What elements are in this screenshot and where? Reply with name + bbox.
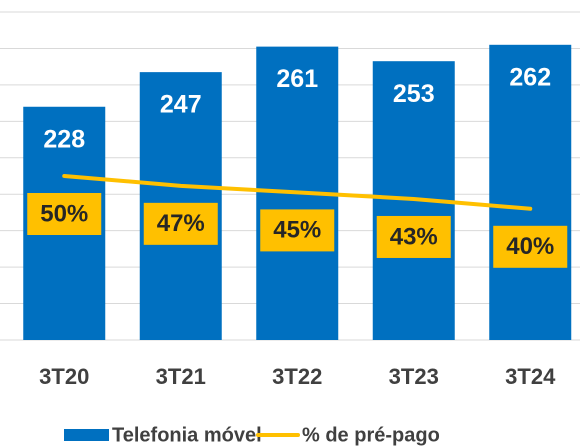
value-label-box bbox=[27, 193, 102, 235]
line-value-label: 45% bbox=[273, 217, 321, 244]
legend-label: Telefonia móvel bbox=[112, 424, 262, 446]
bar-value-label: 228 bbox=[43, 125, 85, 153]
legend-swatch bbox=[64, 429, 109, 441]
bar-value-label: 261 bbox=[276, 65, 318, 93]
value-label-box bbox=[260, 209, 335, 252]
x-tick-label: 3T22 bbox=[272, 364, 322, 389]
line-value-label: 40% bbox=[506, 233, 554, 260]
line-value-label: 43% bbox=[390, 223, 438, 250]
value-label-box bbox=[143, 202, 218, 245]
line-value-label: 47% bbox=[157, 210, 205, 237]
line bbox=[62, 174, 533, 211]
bar bbox=[489, 44, 572, 341]
value-label-box bbox=[493, 225, 568, 268]
x-tick-label: 3T21 bbox=[156, 364, 206, 389]
bar-value-label: 262 bbox=[509, 63, 551, 91]
line-value-label: 50% bbox=[40, 200, 88, 227]
x-tick-label: 3T20 bbox=[39, 364, 89, 389]
bar-value-label: 253 bbox=[393, 80, 435, 108]
legend-label: % de pré-pago bbox=[302, 424, 440, 446]
x-tick-label: 3T23 bbox=[389, 364, 439, 389]
value-label-box bbox=[376, 215, 451, 258]
bar-value-label: 247 bbox=[160, 91, 202, 119]
x-tick-label: 3T24 bbox=[505, 364, 556, 389]
